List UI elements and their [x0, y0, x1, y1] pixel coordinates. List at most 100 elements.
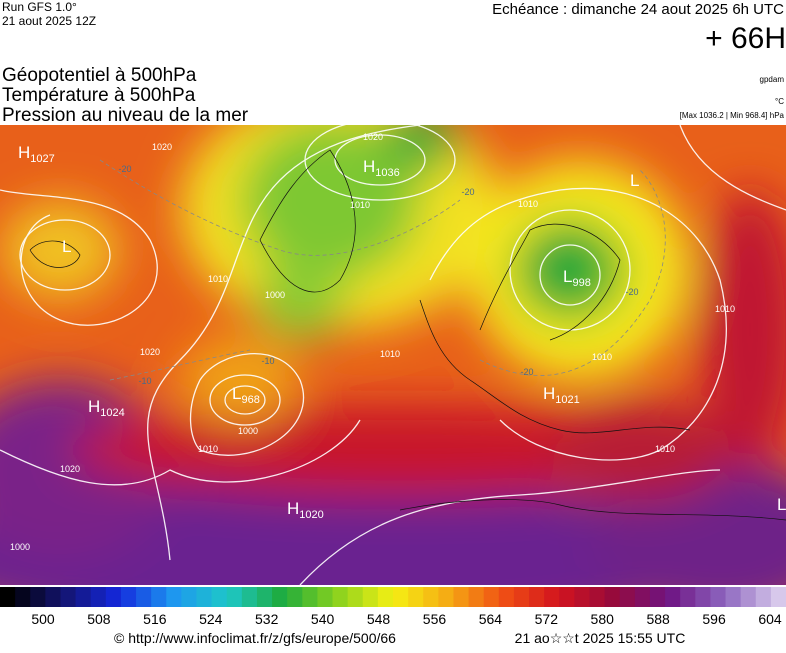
- colorbar-swatch: [226, 587, 243, 607]
- colorbar-swatch: [302, 587, 318, 607]
- pressure-center: L998: [563, 267, 591, 289]
- colorbar-tick-label: 524: [199, 611, 223, 627]
- temperature-label: -20: [461, 187, 474, 197]
- pressure-center: L: [630, 171, 639, 190]
- colorbar-swatch: [468, 587, 485, 607]
- colorbar-tick-label: 500: [31, 611, 55, 627]
- colorbar-swatch: [529, 587, 545, 607]
- center-kind: H: [18, 143, 30, 162]
- unit-label: [Max 1036.2 | Min 968.4] hPa: [680, 111, 785, 120]
- colorbar-swatch: [589, 587, 606, 607]
- colorbar-swatch: [196, 587, 213, 607]
- colorbar-swatch: [15, 587, 31, 607]
- center-kind: H: [543, 384, 555, 403]
- lead-time: + 66H: [705, 22, 786, 55]
- colorbar-swatch: [634, 587, 651, 607]
- pressure-center: H1024: [88, 397, 125, 419]
- isobar-label: 1000: [238, 426, 258, 436]
- colorbar-swatch: [740, 587, 757, 607]
- colorbar-swatch: [498, 587, 515, 607]
- center-kind: H: [88, 397, 100, 416]
- pressure-center: H1021: [543, 384, 580, 406]
- temperature-label: -20: [625, 287, 638, 297]
- colorbar-swatch: [151, 587, 167, 607]
- colorbar-swatch: [770, 587, 786, 607]
- colorbar-swatch: [362, 587, 379, 607]
- valid-time: Echéance : dimanche 24 aout 2025 6h UTC: [492, 1, 784, 18]
- isobar-label: 1000: [10, 542, 30, 552]
- pressure-center: L968: [232, 384, 260, 406]
- isobar-label: 1010: [715, 304, 735, 314]
- run-date: 21 aout 2025 12Z: [2, 14, 96, 28]
- isobar-label: 1020: [363, 132, 383, 142]
- pressure-center: H1036: [363, 157, 400, 179]
- temperature-label: -20: [520, 367, 533, 377]
- colorbar-swatch: [211, 587, 228, 607]
- center-kind: L: [563, 267, 572, 286]
- colorbar-swatch: [317, 587, 334, 607]
- field-label: Géopotentiel à 500hPa: [2, 65, 197, 86]
- colorbar-swatch: [483, 587, 500, 607]
- footer-date: 21 ao☆☆t 2025 15:55 UTC: [515, 630, 686, 646]
- footer-source: © http://www.infoclimat.fr/z/gfs/europe/…: [114, 630, 396, 646]
- center-kind: L: [62, 237, 71, 256]
- colorbar-swatch: [619, 587, 636, 607]
- colorbar-swatch: [513, 587, 530, 607]
- colorbar-tick-label: 540: [311, 611, 335, 627]
- center-value: 1021: [555, 394, 579, 406]
- colorbar-tick-label: 516: [143, 611, 167, 627]
- colorbar-swatch: [166, 587, 182, 607]
- colorbar-swatch: [105, 587, 122, 607]
- colorbar-swatch: [710, 587, 727, 607]
- temperature-label: -10: [261, 356, 274, 366]
- colorbar-swatch: [181, 587, 197, 607]
- colorbar-swatch: [559, 587, 575, 607]
- center-kind: H: [363, 157, 375, 176]
- center-value: 968: [241, 394, 259, 406]
- center-value: 1020: [299, 509, 323, 521]
- center-value: 1027: [30, 153, 54, 165]
- colorbar-swatch: [574, 587, 590, 607]
- pressure-center: L: [777, 495, 786, 514]
- colorbar-swatch: [393, 587, 409, 607]
- colorbar-swatch: [665, 587, 681, 607]
- colorbar-swatch: [120, 587, 137, 607]
- colorbar-swatch: [0, 587, 16, 607]
- colorbar-swatch: [377, 587, 394, 607]
- unit-label: gpdam: [760, 75, 785, 84]
- center-kind: H: [287, 499, 299, 518]
- isobar-label: 1010: [198, 444, 218, 454]
- isobar-label: 1020: [60, 464, 80, 474]
- colorbar-swatch: [272, 587, 288, 607]
- isobar-label: 1010: [518, 199, 538, 209]
- colorbar-tick-label: 532: [255, 611, 279, 627]
- colorbar-swatch: [755, 587, 772, 607]
- field-label: Température à 500hPa: [2, 85, 196, 106]
- colorbar-tick-label: 604: [758, 611, 782, 627]
- colorbar-swatch: [347, 587, 364, 607]
- colorbar: 500 508 516 524 532 540 548 556 564 572 580 588 596 6…: [0, 587, 786, 627]
- colorbar-swatch: [287, 587, 303, 607]
- colorbar-tick-label: 580: [591, 611, 615, 627]
- colorbar-tick-label: 596: [702, 611, 726, 627]
- center-kind: L: [630, 171, 639, 190]
- map: [0, 125, 786, 585]
- colorbar-swatch: [695, 587, 711, 607]
- colorbar-swatch: [423, 587, 439, 607]
- center-value: 1036: [375, 167, 399, 179]
- colorbar-swatch: [60, 587, 77, 607]
- colorbar-swatch: [438, 587, 454, 607]
- pressure-center: L: [62, 237, 71, 256]
- temperature-label: -20: [118, 164, 131, 174]
- colorbar-swatch: [725, 587, 742, 607]
- center-value: 998: [572, 277, 590, 289]
- colorbar-swatch: [649, 587, 666, 607]
- isobar-label: 1010: [655, 444, 675, 454]
- colorbar-tick-label: 588: [646, 611, 670, 627]
- colorbar-swatch: [680, 587, 696, 607]
- isobar-label: 1020: [140, 347, 160, 357]
- colorbar-swatch: [45, 587, 61, 607]
- temperature-label: -10: [138, 376, 151, 386]
- colorbar-swatch: [136, 587, 152, 607]
